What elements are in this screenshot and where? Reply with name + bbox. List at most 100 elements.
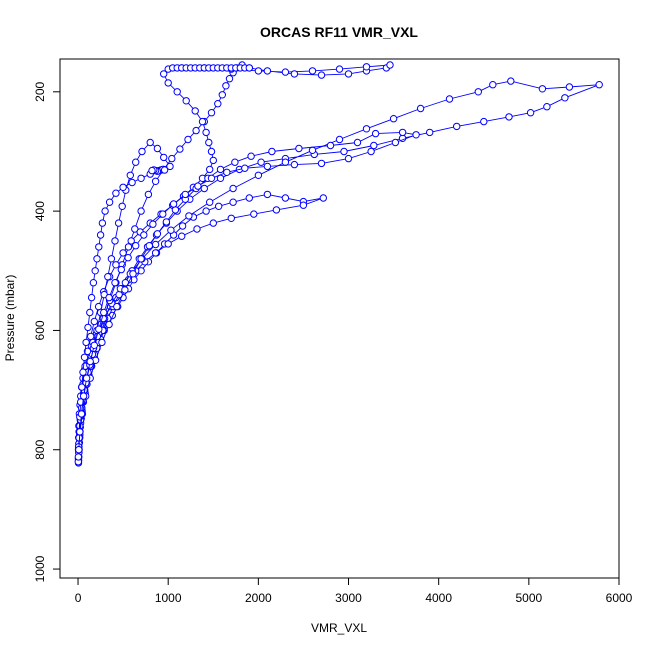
data-point bbox=[138, 147, 146, 156]
data-point bbox=[281, 158, 290, 166]
data-point bbox=[105, 198, 114, 206]
data-point bbox=[362, 63, 371, 71]
data-series-3 bbox=[74, 61, 394, 466]
data-point bbox=[290, 160, 299, 169]
x-tick-label: 6000 bbox=[606, 591, 633, 605]
data-point bbox=[386, 61, 394, 69]
x-tick-label: 2000 bbox=[245, 591, 272, 605]
data-point bbox=[184, 135, 192, 144]
data-point bbox=[79, 392, 88, 400]
data-point bbox=[151, 249, 160, 257]
x-tick-label: 3000 bbox=[335, 591, 362, 605]
data-point bbox=[96, 231, 105, 239]
data-point bbox=[245, 64, 254, 72]
data-point bbox=[222, 82, 230, 90]
data-point bbox=[104, 273, 112, 281]
x-tick-label: 5000 bbox=[515, 591, 542, 605]
data-point bbox=[371, 129, 380, 138]
y-tick-label: 200 bbox=[33, 81, 47, 101]
data-point bbox=[98, 338, 106, 347]
data-point bbox=[90, 341, 99, 349]
data-point bbox=[245, 194, 254, 202]
data-point bbox=[132, 242, 140, 250]
data-point bbox=[148, 166, 156, 175]
data-point bbox=[124, 243, 133, 251]
data-point bbox=[344, 70, 353, 78]
data-point bbox=[86, 357, 94, 366]
data-point bbox=[561, 94, 569, 102]
data-point bbox=[215, 202, 223, 211]
data-point bbox=[82, 338, 90, 347]
data-point bbox=[111, 279, 119, 287]
data-point bbox=[538, 85, 547, 93]
data-point bbox=[281, 68, 290, 76]
data-series-1 bbox=[74, 190, 327, 467]
data-point bbox=[140, 231, 148, 239]
data-point bbox=[198, 117, 207, 126]
data-point bbox=[78, 383, 86, 391]
data-point bbox=[80, 353, 89, 361]
data-point bbox=[229, 184, 237, 193]
data-point bbox=[391, 138, 400, 147]
data-point bbox=[145, 242, 154, 250]
data-point bbox=[132, 158, 140, 166]
y-tick-label: 600 bbox=[33, 320, 47, 340]
data-point bbox=[149, 220, 157, 228]
data-series-5 bbox=[75, 128, 420, 454]
data-point bbox=[185, 212, 193, 220]
data-point bbox=[412, 131, 420, 139]
y-tick-label: 1000 bbox=[33, 555, 47, 582]
data-point bbox=[263, 67, 272, 75]
data-point bbox=[168, 154, 176, 163]
data-point bbox=[223, 168, 231, 177]
data-point bbox=[317, 159, 326, 168]
data-point bbox=[317, 71, 326, 79]
data-point bbox=[505, 113, 513, 121]
data-point bbox=[247, 152, 255, 160]
x-tick-label: 0 bbox=[75, 591, 82, 605]
data-point bbox=[98, 219, 107, 227]
data-point bbox=[181, 190, 190, 199]
data-point bbox=[74, 453, 83, 461]
data-point bbox=[191, 107, 199, 115]
data-series-2 bbox=[74, 77, 603, 465]
data-point bbox=[153, 230, 162, 238]
data-point bbox=[416, 104, 425, 113]
data-point bbox=[209, 156, 218, 165]
data-point bbox=[167, 226, 175, 234]
data-point bbox=[151, 177, 160, 186]
plot-data bbox=[74, 61, 603, 467]
data-point bbox=[295, 144, 303, 153]
data-point bbox=[84, 323, 92, 332]
data-point bbox=[119, 249, 127, 257]
data-point bbox=[543, 103, 551, 111]
data-point bbox=[308, 67, 317, 75]
data-point bbox=[207, 174, 216, 183]
data-point bbox=[173, 88, 181, 96]
data-point bbox=[153, 144, 162, 153]
data-point bbox=[281, 194, 290, 202]
data-point bbox=[225, 75, 234, 83]
data-point bbox=[76, 428, 84, 436]
x-tick-label: 1000 bbox=[155, 591, 182, 605]
y-tick-label: 400 bbox=[33, 201, 47, 221]
data-point bbox=[290, 70, 299, 78]
x-axis: 0 1000 2000 3000 4000 5000 6000 bbox=[75, 577, 633, 605]
data-point bbox=[353, 138, 362, 147]
y-tick-label: 800 bbox=[33, 439, 47, 459]
data-point bbox=[272, 206, 281, 214]
data-point bbox=[146, 138, 154, 147]
data-point bbox=[263, 190, 272, 199]
data-point bbox=[121, 286, 129, 294]
data-point bbox=[398, 128, 407, 137]
data-point bbox=[87, 293, 96, 302]
data-point bbox=[565, 83, 574, 91]
data-point bbox=[192, 126, 200, 135]
data-point bbox=[507, 77, 515, 85]
data-point bbox=[426, 128, 434, 137]
data-point bbox=[144, 190, 153, 199]
x-tick-label: 4000 bbox=[425, 591, 452, 605]
data-point bbox=[194, 182, 202, 190]
data-point bbox=[162, 218, 171, 226]
series-line bbox=[77, 193, 324, 463]
